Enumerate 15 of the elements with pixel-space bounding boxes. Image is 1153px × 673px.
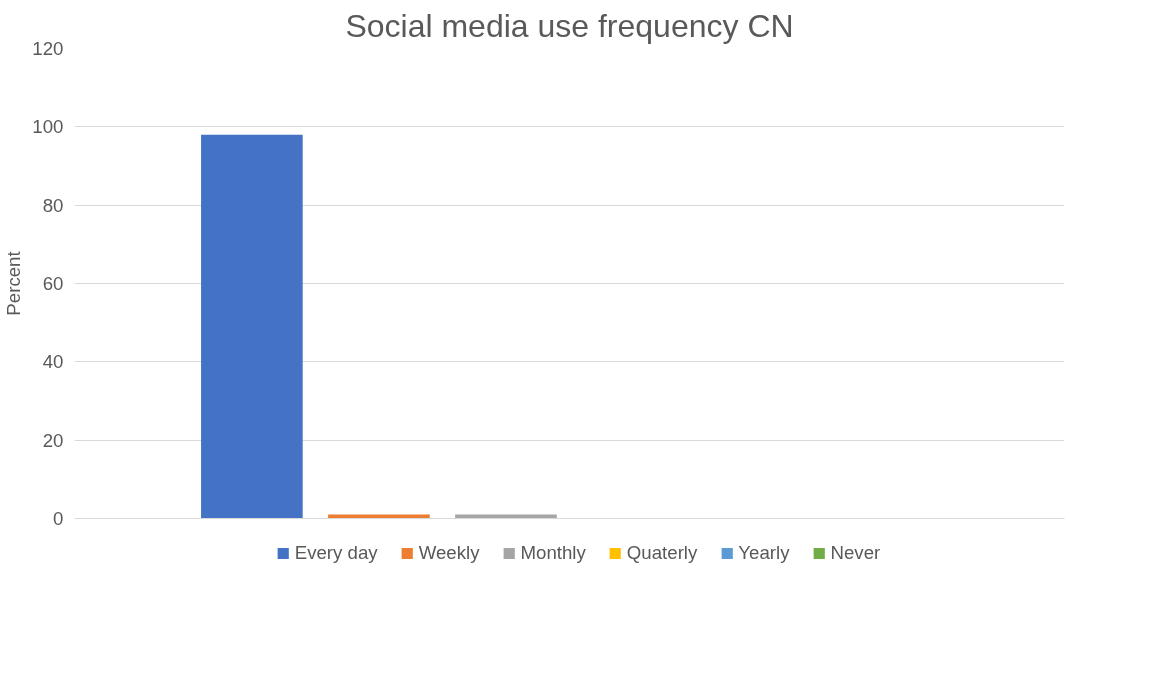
y-tick-label: 0 bbox=[53, 508, 64, 529]
legend-label: Every day bbox=[294, 542, 378, 564]
legend-label: Never bbox=[830, 542, 881, 564]
legend-label: Monthly bbox=[520, 542, 586, 564]
y-tick-label: 60 bbox=[42, 273, 64, 294]
legend-label: Quaterly bbox=[626, 542, 698, 564]
y-tick-label: 100 bbox=[32, 116, 64, 138]
y-tick-label: 40 bbox=[42, 351, 64, 373]
y-tick-label: 80 bbox=[42, 194, 64, 216]
y-axis-title: Percent bbox=[3, 250, 25, 316]
chart-title: Social media use frequency CN bbox=[345, 7, 794, 44]
y-tick-label: 120 bbox=[32, 38, 64, 59]
y-tick-label: 20 bbox=[42, 429, 64, 451]
legend-label: Weekly bbox=[418, 542, 480, 564]
legend-label: Yearly bbox=[738, 542, 790, 564]
